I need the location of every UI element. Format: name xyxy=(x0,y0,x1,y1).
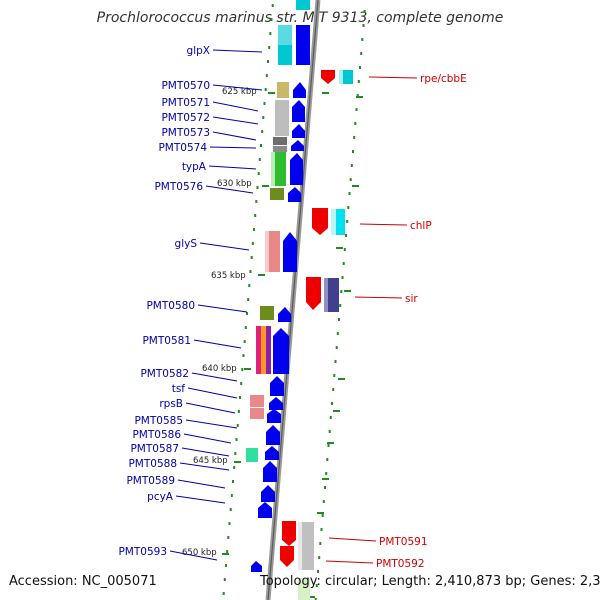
gene-callout-line xyxy=(185,402,236,414)
kbp-label: 630 kbp xyxy=(217,179,252,189)
gene-label-PMT0574[interactable]: PMT0574 xyxy=(158,142,207,154)
gene-label-tsf[interactable]: tsf xyxy=(172,383,186,395)
gene-label-PMT0580[interactable]: PMT0580 xyxy=(146,300,195,312)
gene-label-sir[interactable]: sir xyxy=(405,293,418,305)
gene-callout-line xyxy=(212,84,263,91)
gene-label-PMT0586[interactable]: PMT0586 xyxy=(132,429,181,441)
gene-callout-line xyxy=(187,387,238,399)
gene-arrow-PMT0591[interactable] xyxy=(282,521,296,546)
gene-feature-PMT0581[interactable] xyxy=(256,326,261,374)
topology-text: Topology: circular; Length: 2,410,873 bp… xyxy=(260,574,600,589)
forward-strand-features xyxy=(246,0,310,572)
gene-arrow-typA[interactable] xyxy=(290,153,303,185)
gene-label-glyS[interactable]: glyS xyxy=(175,238,198,250)
gene-arrow-PMT0592[interactable] xyxy=(280,546,294,567)
gene-feature-PMT0571[interactable] xyxy=(275,100,289,136)
gene-callout-line xyxy=(191,372,238,382)
gene-label-typA[interactable]: typA xyxy=(182,161,207,173)
gene-callout-line xyxy=(354,296,403,299)
kbp-tick xyxy=(234,461,241,463)
genome-backbone xyxy=(265,0,321,600)
gene-callout-line xyxy=(197,304,248,313)
gene-feature-PMT0576[interactable] xyxy=(270,188,284,200)
gene-label-PMT0585[interactable]: PMT0585 xyxy=(134,415,183,427)
gene-callout-line xyxy=(212,116,259,125)
gene-label-pcyA[interactable]: pcyA xyxy=(147,491,174,503)
gene-arrow-PMT0581[interactable] xyxy=(273,328,289,374)
gene-callout-line xyxy=(169,550,218,561)
gene-arrow-chlP[interactable] xyxy=(312,208,328,235)
gene-callout-line xyxy=(175,495,226,504)
kbp-label: 640 kbp xyxy=(202,364,237,374)
gene-feature-PMT0580[interactable] xyxy=(260,306,274,320)
gene-callout-line xyxy=(183,433,232,444)
gene-arrow-rpe-cbbE[interactable] xyxy=(321,70,335,84)
gene-label-PMT0570[interactable]: PMT0570 xyxy=(161,80,210,92)
kbp-label: 635 kbp xyxy=(211,271,246,281)
gene-arrow-sir[interactable] xyxy=(306,277,321,310)
kbp-label: 650 kbp xyxy=(182,548,217,558)
gene-label-PMT0587[interactable]: PMT0587 xyxy=(130,443,179,455)
gene-arrow-glyS[interactable] xyxy=(283,232,297,272)
gene-callout-line xyxy=(368,76,418,79)
gene-callout-line xyxy=(193,339,242,349)
gene-label-PMT0573[interactable]: PMT0573 xyxy=(161,127,210,139)
kbp-scale: 625 kbp 630 kbp 635 kbp 640 kbp 645 kbp 650 k… xyxy=(182,87,275,558)
gene-label-chlP[interactable]: chlP xyxy=(410,220,432,232)
gene-callout-line xyxy=(179,462,230,471)
gene-label-PMT0592[interactable]: PMT0592 xyxy=(376,558,425,570)
gene-label-PMT0581[interactable]: PMT0581 xyxy=(142,335,191,347)
accession-text: Accession: NC_005071 xyxy=(9,574,157,589)
kbp-label: 625 kbp xyxy=(222,87,257,97)
gene-label-PMT0588[interactable]: PMT0588 xyxy=(128,458,177,470)
kbp-tick xyxy=(244,368,251,370)
gene-callout-line xyxy=(181,447,230,457)
gene-callout-line xyxy=(212,131,257,141)
gene-callout-line xyxy=(199,242,250,251)
gene-feature-PMT0570[interactable] xyxy=(277,82,289,98)
gene-feature-glpX-cyan[interactable] xyxy=(278,25,292,65)
left-gene-labels: glpX PMT0570 PMT0571 PMT0572 PMT0573 PMT0574 t… xyxy=(118,45,263,561)
gene-callout-line xyxy=(205,185,254,194)
kbp-tick xyxy=(222,553,229,555)
gene-callout-line xyxy=(359,223,408,226)
gene-callout-line xyxy=(209,146,257,149)
gene-label-PMT0589[interactable]: PMT0589 xyxy=(126,475,175,487)
kbp-label: 645 kbp xyxy=(193,456,228,466)
gc-dots-track xyxy=(222,4,366,600)
gene-label-PMT0576[interactable]: PMT0576 xyxy=(154,181,203,193)
right-gene-labels: rpe/cbbE chlP sir PMT0591 PMT0592 xyxy=(325,73,467,570)
gene-callout-line xyxy=(212,101,259,112)
gene-callout-line xyxy=(212,49,263,53)
gene-label-rpe-cbbE[interactable]: rpe/cbbE xyxy=(420,73,467,85)
gene-label-PMT0582[interactable]: PMT0582 xyxy=(140,368,189,380)
reverse-strand-features xyxy=(280,70,353,600)
gene-feature-PMT0587[interactable] xyxy=(246,448,258,462)
gene-label-glpX[interactable]: glpX xyxy=(187,45,210,57)
gene-feature-glpX-blue[interactable] xyxy=(296,25,310,65)
gene-label-PMT0571[interactable]: PMT0571 xyxy=(161,97,210,109)
kbp-tick xyxy=(268,92,275,94)
gene-callout-line xyxy=(177,479,226,489)
map-title: Prochlorococcus marinus str. MIT 9313, c… xyxy=(96,10,504,26)
gene-label-PMT0591[interactable]: PMT0591 xyxy=(379,536,428,548)
kbp-tick xyxy=(258,274,265,276)
gene-label-PMT0593[interactable]: PMT0593 xyxy=(118,546,167,558)
gene-callout-line xyxy=(208,165,257,170)
gene-label-rpsB[interactable]: rpsB xyxy=(159,398,183,410)
gene-arrow-PMT0570[interactable] xyxy=(293,82,306,98)
gene-label-PMT0572[interactable]: PMT0572 xyxy=(161,112,210,124)
gene-callout-line xyxy=(328,537,377,542)
kbp-tick xyxy=(262,185,269,187)
gene-callout-line xyxy=(185,419,238,429)
gene-callout-line xyxy=(325,560,374,564)
